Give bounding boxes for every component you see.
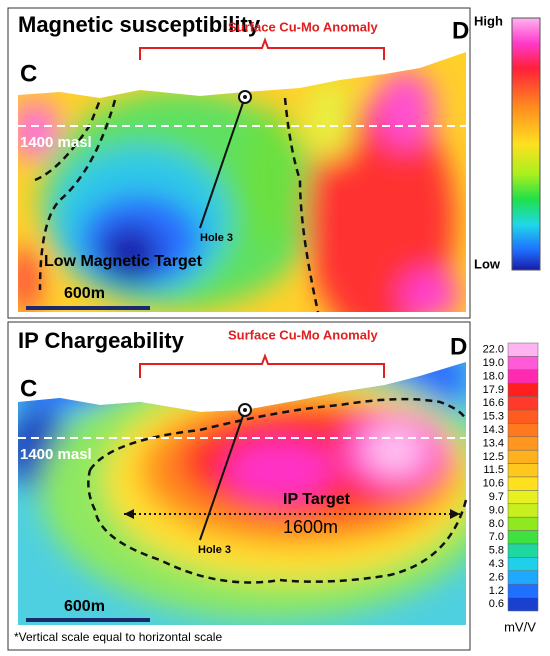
colorbar (511, 17, 541, 271)
colorbar-tick-label: 5.8 (489, 545, 504, 557)
target-label: IP Target (283, 491, 351, 508)
colorbar-bottom-label: Low (474, 256, 501, 271)
colorbar-tick-label: 0.6 (489, 598, 504, 610)
panel-title: IP Chargeability (18, 328, 185, 353)
anomaly-bracket (139, 353, 385, 378)
colorbar-tick-label: 8.0 (489, 518, 504, 530)
colorbar-tick-label: 2.6 (489, 571, 504, 583)
colorbar-tick-label: 14.3 (483, 424, 504, 436)
drill-hole (199, 96, 246, 229)
target-label: Low Magnetic Target (44, 253, 203, 270)
colorbar-swatch (507, 356, 539, 371)
section-start: C (20, 60, 37, 87)
annotation: Surface Cu-Mo Anomaly (228, 19, 379, 34)
scale-label: 600m (64, 598, 105, 615)
colorbar-tick-label: 18.0 (483, 370, 504, 382)
colorbar-tick-label: 16.6 (483, 397, 504, 409)
drill-hole (199, 409, 246, 541)
colorbar-swatch (507, 396, 539, 411)
section-end: D (452, 17, 469, 44)
anomaly-bracket (139, 37, 385, 60)
colorbar: 22.019.018.0 17.916.6 15.314.313.4 12.511.5… (483, 342, 539, 612)
hole-label: Hole 3 (200, 232, 233, 244)
colorbar-tick-label: 11.5 (483, 464, 504, 476)
colorbar-tick-label: 1.2 (489, 585, 504, 597)
section-end: D (450, 333, 467, 360)
colorbar-tick-label: 13.4 (483, 437, 504, 449)
colorbar-swatch (507, 516, 539, 531)
collar-dot (243, 95, 247, 99)
elevation-label: 1400 masl (20, 446, 92, 463)
colorbar-tick-label: 22.0 (483, 344, 504, 356)
section-start: C (20, 375, 37, 402)
colorbar-swatch (507, 436, 539, 451)
footnote: *Vertical scale equal to horizontal scal… (14, 630, 222, 644)
colorbar-swatch (507, 423, 539, 438)
annotation: Surface Cu-Mo Anomaly (228, 327, 379, 342)
hole-label: Hole 3 (198, 544, 231, 556)
colorbar-tick-label: 4.3 (489, 558, 504, 570)
colorbar-swatch (507, 570, 539, 585)
colorbar-swatch (507, 382, 539, 397)
colorbar-tick-label: 9.7 (489, 491, 504, 503)
contour (87, 397, 468, 584)
colorbar-swatch (507, 490, 539, 505)
colorbar-top-label: High (474, 13, 503, 28)
colorbar-swatch (507, 409, 539, 424)
colorbar-swatch (507, 342, 539, 357)
colorbar-swatch (507, 463, 539, 478)
colorbar-tick-label: 19.0 (483, 357, 504, 369)
colorbar-tick-label: 7.0 (489, 531, 504, 543)
colorbar-tick-label: 15.3 (483, 411, 504, 423)
collar-dot (243, 408, 247, 412)
colorbar-tick-label: 10.6 (483, 478, 504, 490)
colorbar-tick-label: 17.9 (483, 384, 504, 396)
elevation-label: 1400 masl (20, 134, 92, 151)
colorbar-swatch (507, 543, 539, 558)
panel-title: Magnetic susceptibility (18, 12, 261, 37)
colorbar-tick-label: 12.5 (483, 451, 504, 463)
colorbar-unit: mV/V (504, 619, 536, 634)
colorbar-swatch (507, 530, 539, 545)
colorbar-swatch (507, 557, 539, 572)
target-length: 1600m (283, 517, 338, 537)
colorbar-swatch (507, 369, 539, 384)
colorbar-swatch (507, 583, 539, 598)
colorbar-swatch (507, 597, 539, 612)
colorbar-tick-label: 9.0 (489, 504, 504, 516)
colorbar-swatch (507, 503, 539, 518)
scale-label: 600m (64, 285, 105, 302)
colorbar-swatch (507, 476, 539, 491)
colorbar-swatch (507, 449, 539, 464)
